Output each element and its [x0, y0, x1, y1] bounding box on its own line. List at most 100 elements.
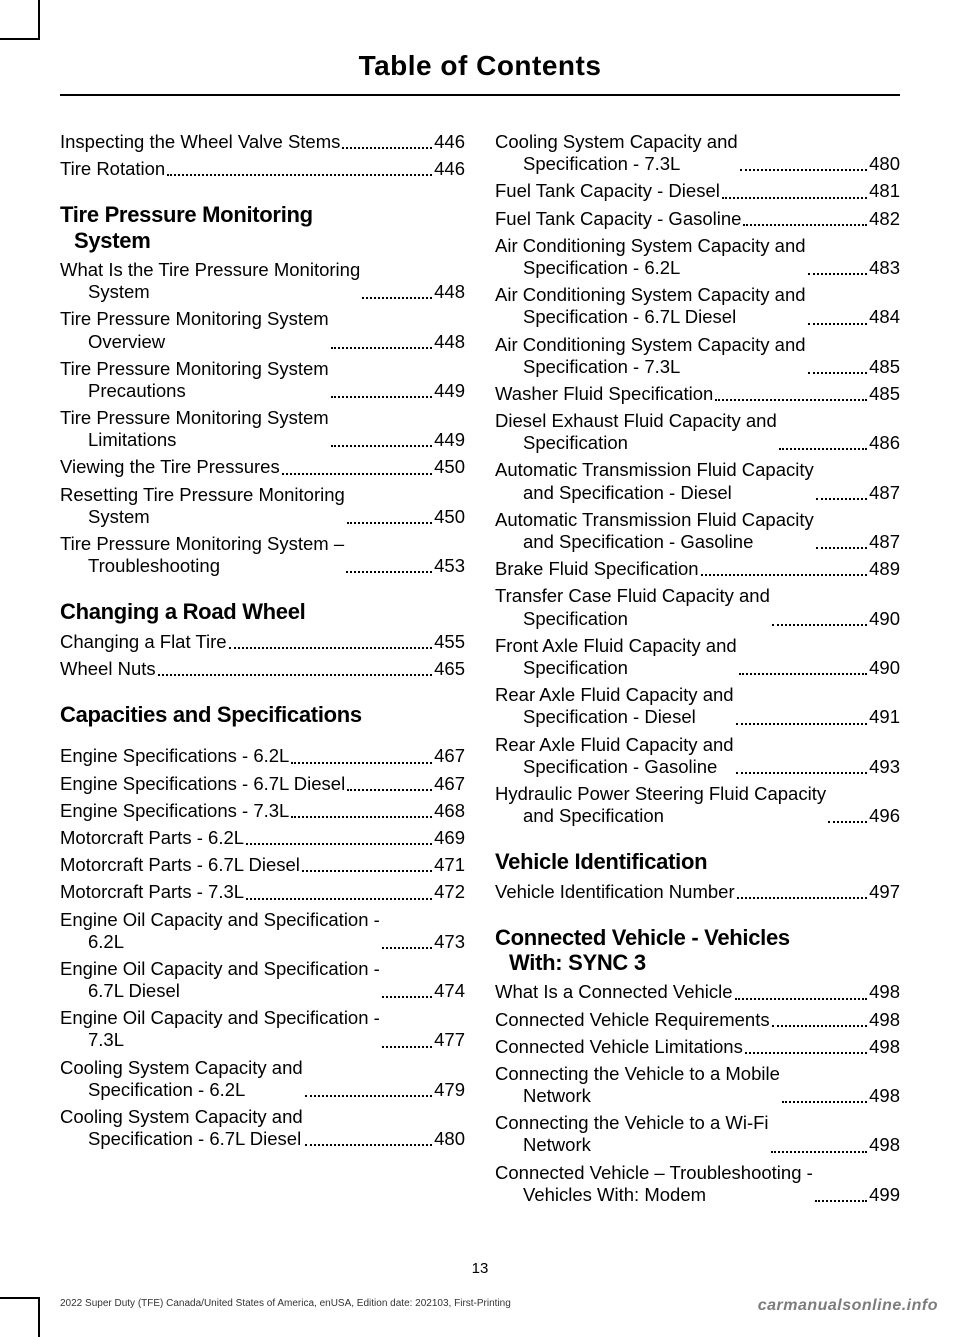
toc-label: Automatic Transmission Fluid Capacityand… [495, 459, 814, 503]
toc-label: Tire Rotation [60, 158, 165, 180]
toc-item[interactable]: Diesel Exhaust Fluid Capacity andSpecifi… [495, 410, 900, 454]
leader-dots [715, 399, 867, 401]
leader-dots [342, 147, 432, 149]
toc-page: 450 [434, 506, 465, 528]
toc-label: Wheel Nuts [60, 658, 156, 680]
toc-item[interactable]: What Is the Tire Pressure MonitoringSyst… [60, 259, 465, 303]
toc-item[interactable]: Engine Specifications - 6.2L467 [60, 745, 465, 767]
leader-dots [815, 1200, 867, 1202]
leader-dots [816, 498, 867, 500]
toc-item[interactable]: Front Axle Fluid Capacity andSpecificati… [495, 635, 900, 679]
toc-item[interactable]: Fuel Tank Capacity - Diesel481 [495, 180, 900, 202]
toc-page: 485 [869, 383, 900, 405]
toc-page: 465 [434, 658, 465, 680]
toc-item[interactable]: Hydraulic Power Steering Fluid Capacitya… [495, 783, 900, 827]
toc-item[interactable]: Connecting the Vehicle to a MobileNetwor… [495, 1063, 900, 1107]
toc-label: Engine Specifications - 6.2L [60, 745, 289, 767]
toc-label: Motorcraft Parts - 6.2L [60, 827, 244, 849]
leader-dots [382, 996, 432, 998]
toc-label: Fuel Tank Capacity - Gasoline [495, 208, 741, 230]
toc-item[interactable]: Air Conditioning System Capacity andSpec… [495, 235, 900, 279]
section-heading-caps: Capacities and Specifications [60, 702, 465, 727]
toc-item[interactable]: Washer Fluid Specification485 [495, 383, 900, 405]
toc-item[interactable]: Tire Pressure Monitoring SystemPrecautio… [60, 358, 465, 402]
toc-item[interactable]: Motorcraft Parts - 7.3L472 [60, 881, 465, 903]
toc-item[interactable]: Engine Oil Capacity and Specification -6… [60, 909, 465, 953]
toc-label: Inspecting the Wheel Valve Stems [60, 131, 340, 153]
toc-page: 474 [434, 980, 465, 1002]
toc-item[interactable]: Tire Pressure Monitoring SystemLimitatio… [60, 407, 465, 451]
toc-item[interactable]: Changing a Flat Tire455 [60, 631, 465, 653]
toc-item[interactable]: Wheel Nuts 465 [60, 658, 465, 680]
toc-label: Fuel Tank Capacity - Diesel [495, 180, 720, 202]
toc-item[interactable]: Resetting Tire Pressure MonitoringSystem… [60, 484, 465, 528]
toc-item[interactable]: Fuel Tank Capacity - Gasoline482 [495, 208, 900, 230]
toc-item[interactable]: Engine Specifications - 7.3L 468 [60, 800, 465, 822]
toc-page: 484 [869, 306, 900, 328]
toc-page: 498 [869, 1009, 900, 1031]
leader-dots [347, 789, 432, 791]
toc-item[interactable]: Tire Pressure Monitoring SystemOverview4… [60, 308, 465, 352]
toc-item[interactable]: Air Conditioning System Capacity andSpec… [495, 284, 900, 328]
toc-item[interactable]: Brake Fluid Specification489 [495, 558, 900, 580]
toc-page: 446 [434, 158, 465, 180]
toc-item[interactable]: Engine Specifications - 6.7L Diesel 467 [60, 773, 465, 795]
leader-dots [779, 448, 867, 450]
leader-dots [382, 947, 432, 949]
toc-page: 467 [434, 773, 465, 795]
leader-dots [167, 174, 432, 176]
toc-label: Air Conditioning System Capacity andSpec… [495, 235, 806, 279]
section-heading-tpms: Tire Pressure Monitoring System [60, 202, 465, 253]
toc-item[interactable]: Rear Axle Fluid Capacity andSpecificatio… [495, 734, 900, 778]
toc-label: Tire Pressure Monitoring SystemLimitatio… [60, 407, 329, 451]
toc-page: 468 [434, 800, 465, 822]
toc-item[interactable]: Connected Vehicle – Troubleshooting -Veh… [495, 1162, 900, 1206]
toc-item[interactable]: Connected Vehicle Limitations498 [495, 1036, 900, 1058]
toc-label: Tire Pressure Monitoring SystemPrecautio… [60, 358, 329, 402]
toc-page: 491 [869, 706, 900, 728]
toc-label: Transfer Case Fluid Capacity andSpecific… [495, 585, 770, 629]
toc-item[interactable]: Air Conditioning System Capacity andSpec… [495, 334, 900, 378]
toc-page: 498 [869, 981, 900, 1003]
heading-line: System [60, 228, 150, 253]
page-number: 13 [0, 1260, 960, 1277]
toc-item[interactable]: Cooling System Capacity andSpecification… [60, 1106, 465, 1150]
toc-item[interactable]: Rear Axle Fluid Capacity andSpecificatio… [495, 684, 900, 728]
toc-page: 446 [434, 131, 465, 153]
toc-item[interactable]: Transfer Case Fluid Capacity andSpecific… [495, 585, 900, 629]
toc-label: Engine Specifications - 6.7L Diesel [60, 773, 345, 795]
toc-label: Front Axle Fluid Capacity andSpecificati… [495, 635, 737, 679]
toc-page: 480 [869, 153, 900, 175]
toc-item[interactable]: Tire Pressure Monitoring System –Trouble… [60, 533, 465, 577]
toc-item[interactable]: Cooling System Capacity andSpecification… [495, 131, 900, 175]
toc-label: Cooling System Capacity andSpecification… [495, 131, 738, 175]
toc-page: 453 [434, 555, 465, 577]
toc-item[interactable]: Automatic Transmission Fluid Capacityand… [495, 459, 900, 503]
toc-item[interactable]: Tire Rotation 446 [60, 158, 465, 180]
toc-item[interactable]: Engine Oil Capacity and Specification -6… [60, 958, 465, 1002]
toc-item[interactable]: Vehicle Identification Number497 [495, 881, 900, 903]
toc-label: Engine Oil Capacity and Specification -6… [60, 958, 380, 1002]
toc-item[interactable]: Motorcraft Parts - 6.7L Diesel471 [60, 854, 465, 876]
leader-dots [282, 473, 432, 475]
leader-dots [736, 723, 868, 725]
toc-item[interactable]: Engine Oil Capacity and Specification -7… [60, 1007, 465, 1051]
toc-page: 472 [434, 881, 465, 903]
toc-label: Engine Specifications - 7.3L [60, 800, 289, 822]
toc-page: 469 [434, 827, 465, 849]
toc-label: Rear Axle Fluid Capacity andSpecificatio… [495, 734, 734, 778]
toc-item[interactable]: Automatic Transmission Fluid Capacityand… [495, 509, 900, 553]
toc-item[interactable]: Viewing the Tire Pressures450 [60, 456, 465, 478]
toc-item[interactable]: Inspecting the Wheel Valve Stems 446 [60, 131, 465, 153]
toc-label: Engine Oil Capacity and Specification -7… [60, 1007, 380, 1051]
toc-label: Connecting the Vehicle to a Wi-FiNetwork [495, 1112, 769, 1156]
leader-dots [735, 998, 868, 1000]
footer-watermark: carmanualsonline.info [758, 1297, 938, 1315]
toc-item[interactable]: Motorcraft Parts - 6.2L 469 [60, 827, 465, 849]
toc-item[interactable]: Connected Vehicle Requirements498 [495, 1009, 900, 1031]
leader-dots [808, 372, 868, 374]
toc-item[interactable]: What Is a Connected Vehicle498 [495, 981, 900, 1003]
toc-item[interactable]: Connecting the Vehicle to a Wi-FiNetwork… [495, 1112, 900, 1156]
toc-item[interactable]: Cooling System Capacity andSpecification… [60, 1057, 465, 1101]
toc-label: Tire Pressure Monitoring System –Trouble… [60, 533, 344, 577]
